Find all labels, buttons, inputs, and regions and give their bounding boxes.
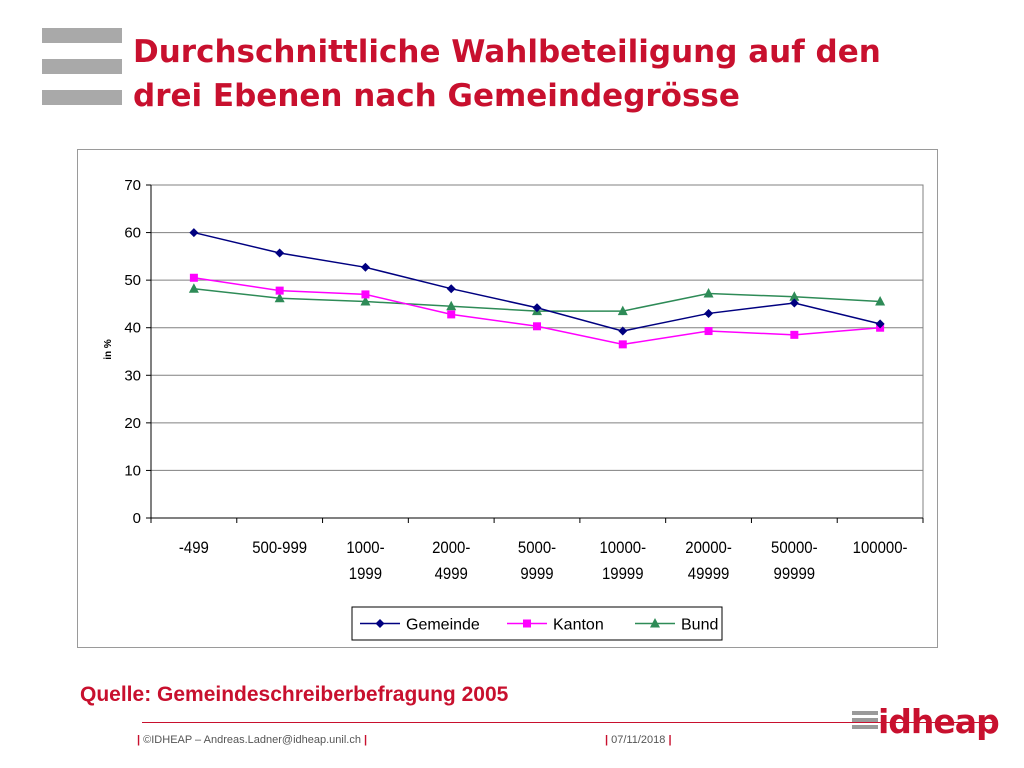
x-tick-label: 50000-99999 <box>771 539 818 583</box>
data-point-gemeinde <box>875 319 885 329</box>
data-point-bund <box>789 291 800 301</box>
legend-label-bund: Bund <box>681 617 718 634</box>
y-tick-label: 40 <box>124 320 141 337</box>
title-bars-decoration <box>42 28 122 121</box>
source-note: Quelle: Gemeindeschreiberbefragung 2005 <box>80 683 509 706</box>
data-point-gemeinde <box>532 303 542 313</box>
y-tick-label: 60 <box>124 225 141 242</box>
x-tick-label: 20000-49999 <box>685 539 732 583</box>
data-point-bund <box>875 296 886 306</box>
footer-copyright: | ©IDHEAP – Andreas.Ladner@idheap.unil.c… <box>137 734 368 746</box>
data-point-kanton <box>704 327 713 336</box>
x-tick-label: 500-999 <box>252 539 307 557</box>
y-tick-label: 30 <box>124 367 141 384</box>
footer-divider <box>142 722 998 723</box>
data-point-kanton <box>790 330 799 339</box>
logo-text: idheap <box>878 702 1000 741</box>
x-tick-label: 5000-9999 <box>518 539 556 583</box>
data-point-bund <box>703 287 714 298</box>
idheap-logo: idheap <box>852 702 1000 742</box>
legend-marker-bund <box>650 618 660 628</box>
y-tick-label: 0 <box>133 510 141 527</box>
plot-area <box>150 184 924 519</box>
data-point-gemeinde <box>275 248 285 258</box>
data-point-gemeinde <box>618 326 628 336</box>
x-tick-label: 2000-4999 <box>432 539 470 583</box>
x-tick-label: -499 <box>179 539 209 557</box>
legend-marker-kanton <box>523 619 531 628</box>
data-point-kanton <box>618 340 627 349</box>
x-tick-label: 1000-1999 <box>346 539 384 583</box>
footer-date-text: 07/11/2018 <box>611 734 666 746</box>
legend-marker-gemeinde <box>375 619 385 628</box>
line-chart: 0 10 20 30 40 50 60 70 -499 500-999 1000-1999 2000-… <box>103 177 924 641</box>
y-tick-label: 10 <box>124 462 141 479</box>
x-tick-label: 10000-19999 <box>600 539 647 583</box>
data-point-gemeinde <box>789 298 799 308</box>
legend-label-kanton: Kanton <box>553 617 604 634</box>
data-point-bund <box>274 292 285 303</box>
data-point-kanton <box>275 286 284 295</box>
x-tick-label: 100000- <box>853 539 908 557</box>
y-tick-label: 50 <box>124 272 141 289</box>
slide-title-line2: drei Ebenen nach Gemeindegrösse <box>133 78 740 114</box>
slide-title: Durchschnittliche Wahlbeteiligung auf de… <box>133 30 1023 118</box>
data-point-bund <box>446 300 457 311</box>
chart-frame: 0 10 20 30 40 50 60 70 -499 500-999 1000-1999 2000-… <box>77 149 938 648</box>
data-point-kanton <box>447 310 456 319</box>
data-point-bund <box>617 305 628 316</box>
data-point-gemeinde <box>189 228 199 238</box>
footer-date: | 07/11/2018 | <box>605 734 672 746</box>
data-point-bund <box>188 283 199 293</box>
data-point-gemeinde <box>360 262 370 272</box>
data-point-kanton <box>533 322 541 331</box>
y-tick-label: 20 <box>124 415 141 432</box>
footer-copyright-text: ©IDHEAP – Andreas.Ladner@idheap.unil.ch <box>143 734 361 746</box>
logo-stripes-icon <box>852 711 878 732</box>
y-axis-label: in % <box>103 339 114 360</box>
data-point-bund <box>360 296 371 306</box>
data-point-kanton <box>189 273 198 282</box>
data-point-kanton <box>361 290 370 299</box>
slide-title-line1: Durchschnittliche Wahlbeteiligung auf de… <box>133 34 881 70</box>
y-tick-label: 70 <box>124 177 141 194</box>
legend-label-gemeinde: Gemeinde <box>406 617 480 634</box>
data-point-gemeinde <box>704 308 714 318</box>
data-point-gemeinde <box>446 284 456 294</box>
